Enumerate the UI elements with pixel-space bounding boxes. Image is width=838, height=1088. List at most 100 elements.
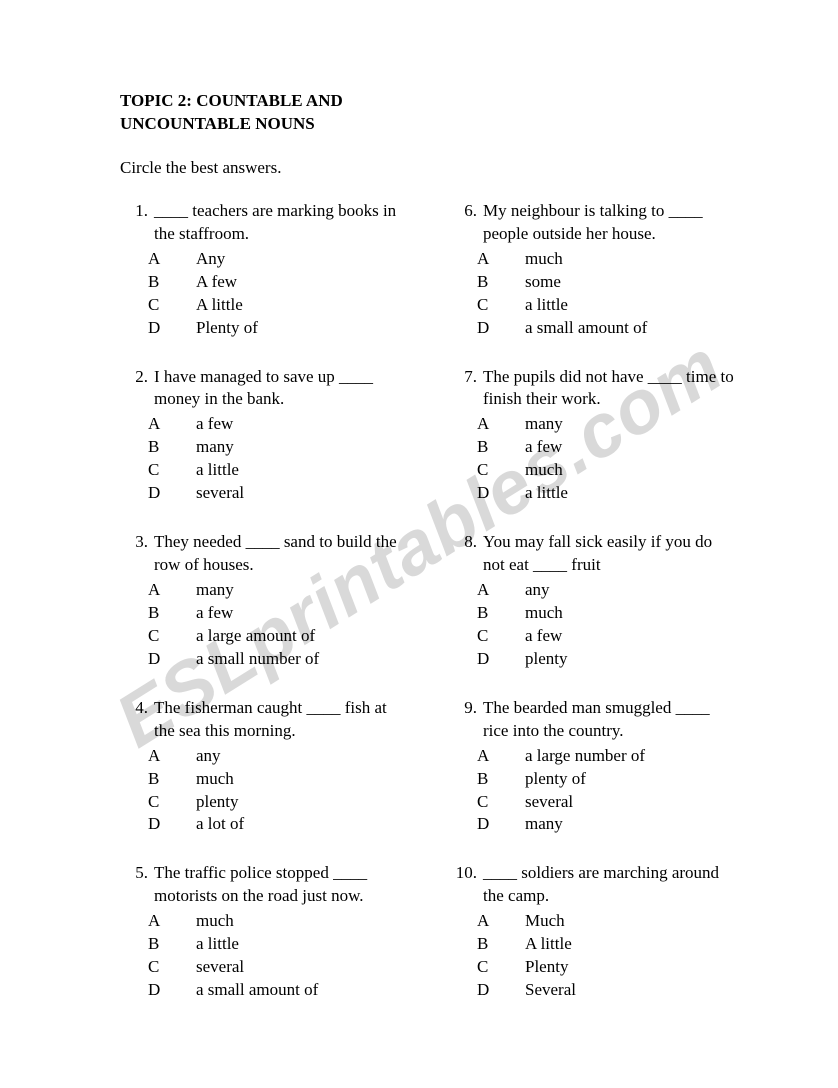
option-letter: B [148, 933, 196, 956]
option[interactable]: Ca little [148, 459, 409, 482]
questions-columns: 1.____ teachers are marking books in the… [120, 200, 738, 1028]
option[interactable]: DSeveral [477, 979, 738, 1002]
option[interactable]: Ba little [148, 933, 409, 956]
option[interactable]: Da little [477, 482, 738, 505]
option[interactable]: Dplenty [477, 648, 738, 671]
question-line: 4.The fisherman caught ____ fish at the … [120, 697, 409, 743]
option[interactable]: DPlenty of [148, 317, 409, 340]
option-letter: B [477, 602, 525, 625]
option-letter: C [148, 459, 196, 482]
option[interactable]: Aany [148, 745, 409, 768]
option[interactable]: Da small amount of [148, 979, 409, 1002]
option[interactable]: Bmany [148, 436, 409, 459]
question-number: 1. [120, 200, 154, 246]
option[interactable]: Da lot of [148, 813, 409, 836]
option-text: a small number of [196, 648, 409, 671]
question-number: 4. [120, 697, 154, 743]
option[interactable]: Cseveral [477, 791, 738, 814]
option-letter: C [148, 294, 196, 317]
option[interactable]: AAny [148, 248, 409, 271]
option[interactable]: Dseveral [148, 482, 409, 505]
option-text: many [196, 579, 409, 602]
question: 8.You may fall sick easily if you do not… [449, 531, 738, 671]
options: AMuchBA littleCPlentyDSeveral [449, 910, 738, 1002]
option-text: Plenty [525, 956, 738, 979]
option[interactable]: Bmuch [148, 768, 409, 791]
question-text: ____ teachers are marking books in the s… [154, 200, 409, 246]
question-line: 8.You may fall sick easily if you do not… [449, 531, 738, 577]
question-number: 3. [120, 531, 154, 577]
option-text: a little [525, 294, 738, 317]
question-line: 2.I have managed to save up ____ money i… [120, 366, 409, 412]
option[interactable]: Ba few [148, 602, 409, 625]
question: 4.The fisherman caught ____ fish at the … [120, 697, 409, 837]
options: AmanyBa fewCa large amount ofDa small nu… [120, 579, 409, 671]
question-number: 2. [120, 366, 154, 412]
option-letter: A [148, 413, 196, 436]
options: AmuchBa littleCseveralDa small amount of [120, 910, 409, 1002]
option[interactable]: Cmuch [477, 459, 738, 482]
option-letter: A [477, 579, 525, 602]
option-text: plenty [525, 648, 738, 671]
option[interactable]: Dmany [477, 813, 738, 836]
page-title: TOPIC 2: COUNTABLE AND UNCOUNTABLE NOUNS [120, 90, 440, 136]
option[interactable]: Cplenty [148, 791, 409, 814]
title-line-1: TOPIC 2: COUNTABLE AND [120, 91, 343, 110]
option[interactable]: Ca large amount of [148, 625, 409, 648]
option-text: any [196, 745, 409, 768]
option[interactable]: BA little [477, 933, 738, 956]
option[interactable]: Da small number of [148, 648, 409, 671]
option-text: a few [196, 413, 409, 436]
option-text: a little [196, 933, 409, 956]
option[interactable]: Aa few [148, 413, 409, 436]
option[interactable]: Aa large number of [477, 745, 738, 768]
option-letter: B [477, 768, 525, 791]
option[interactable]: Ca little [477, 294, 738, 317]
option[interactable]: Ca few [477, 625, 738, 648]
option[interactable]: Ba few [477, 436, 738, 459]
options: AmanyBa fewCmuchDa little [449, 413, 738, 505]
option[interactable]: Bplenty of [477, 768, 738, 791]
option-letter: B [477, 933, 525, 956]
option-text: many [196, 436, 409, 459]
option[interactable]: Bmuch [477, 602, 738, 625]
option-text: a small amount of [525, 317, 738, 340]
option-letter: A [148, 745, 196, 768]
question-text: The pupils did not have ____ time to fin… [483, 366, 738, 412]
option[interactable]: Amany [148, 579, 409, 602]
option-text: much [196, 910, 409, 933]
option-text: a few [525, 625, 738, 648]
option-text: A little [525, 933, 738, 956]
option-letter: A [477, 248, 525, 271]
option[interactable]: Da small amount of [477, 317, 738, 340]
option[interactable]: Bsome [477, 271, 738, 294]
options: AanyBmuchCplentyDa lot of [120, 745, 409, 837]
options: AanyBmuchCa fewDplenty [449, 579, 738, 671]
right-column: 6.My neighbour is talking to ____ people… [449, 200, 738, 1028]
option-letter: D [477, 813, 525, 836]
question-line: 9.The bearded man smuggled ____ rice int… [449, 697, 738, 743]
question-number: 7. [449, 366, 483, 412]
question-line: 5.The traffic police stopped ____ motori… [120, 862, 409, 908]
option[interactable]: Amuch [477, 248, 738, 271]
option-text: much [196, 768, 409, 791]
option[interactable]: CPlenty [477, 956, 738, 979]
option[interactable]: AMuch [477, 910, 738, 933]
option-text: a little [525, 482, 738, 505]
instructions: Circle the best answers. [120, 158, 738, 178]
option[interactable]: BA few [148, 271, 409, 294]
option[interactable]: Amany [477, 413, 738, 436]
option-text: a large number of [525, 745, 738, 768]
option-text: a lot of [196, 813, 409, 836]
option-letter: C [477, 459, 525, 482]
option[interactable]: Cseveral [148, 956, 409, 979]
option-letter: C [148, 625, 196, 648]
option[interactable]: Amuch [148, 910, 409, 933]
option-text: a small amount of [196, 979, 409, 1002]
option-letter: B [477, 271, 525, 294]
option[interactable]: CA little [148, 294, 409, 317]
option-text: a few [525, 436, 738, 459]
question: 2.I have managed to save up ____ money i… [120, 366, 409, 506]
option[interactable]: Aany [477, 579, 738, 602]
option-letter: A [148, 248, 196, 271]
